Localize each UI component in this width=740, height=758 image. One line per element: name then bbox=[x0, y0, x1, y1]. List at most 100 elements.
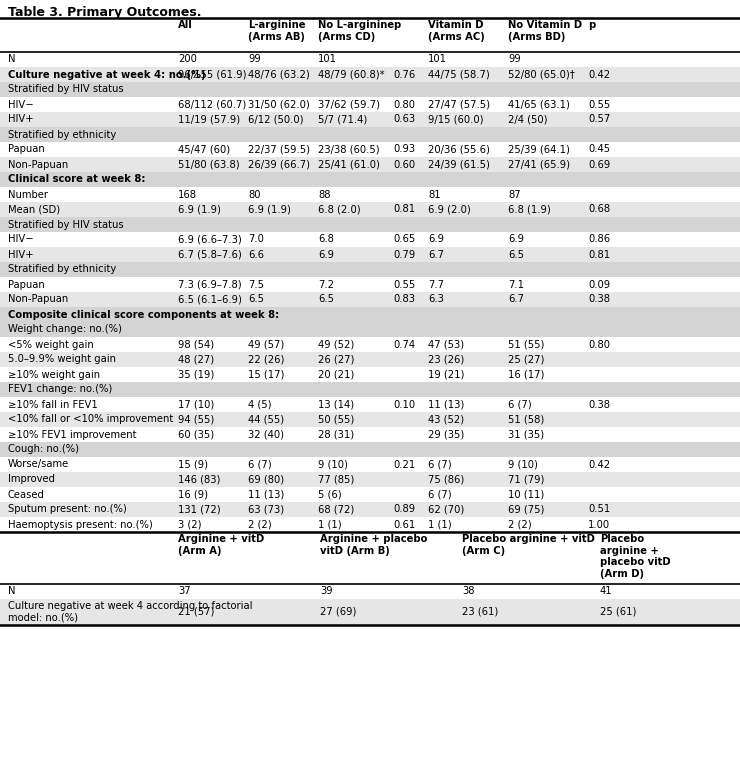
Text: 0.09: 0.09 bbox=[588, 280, 610, 290]
Text: 38: 38 bbox=[462, 587, 474, 597]
Bar bbox=[0, 187, 740, 202]
Text: 0.81: 0.81 bbox=[393, 205, 415, 215]
Bar bbox=[0, 217, 740, 232]
Text: HIV+: HIV+ bbox=[8, 249, 33, 259]
Text: Improved: Improved bbox=[8, 475, 55, 484]
Text: Arginine + placebo
vitD (Arm B): Arginine + placebo vitD (Arm B) bbox=[320, 534, 428, 556]
Text: N: N bbox=[8, 587, 16, 597]
Text: ≥10% fall in FEV1: ≥10% fall in FEV1 bbox=[8, 399, 98, 409]
Text: 6.5 (6.1–6.9): 6.5 (6.1–6.9) bbox=[178, 295, 242, 305]
Text: 6/12 (50.0): 6/12 (50.0) bbox=[248, 114, 303, 124]
Text: 0.80: 0.80 bbox=[393, 99, 415, 109]
Text: 6.9 (1.9): 6.9 (1.9) bbox=[178, 205, 221, 215]
Text: Worse/same: Worse/same bbox=[8, 459, 70, 469]
Text: 0.63: 0.63 bbox=[393, 114, 415, 124]
Text: 6.6: 6.6 bbox=[248, 249, 264, 259]
Text: 81: 81 bbox=[428, 190, 440, 199]
Text: 37/62 (59.7): 37/62 (59.7) bbox=[318, 99, 380, 109]
Text: ≥10% weight gain: ≥10% weight gain bbox=[8, 369, 100, 380]
Bar bbox=[0, 487, 740, 502]
Text: Papuan: Papuan bbox=[8, 145, 44, 155]
Text: 25 (61): 25 (61) bbox=[600, 607, 636, 617]
Text: 31 (35): 31 (35) bbox=[508, 430, 544, 440]
Text: 96/155 (61.9): 96/155 (61.9) bbox=[178, 70, 246, 80]
Bar bbox=[0, 412, 740, 427]
Text: 101: 101 bbox=[318, 55, 337, 64]
Text: 7.1: 7.1 bbox=[508, 280, 524, 290]
Text: 28 (31): 28 (31) bbox=[318, 430, 354, 440]
Bar bbox=[0, 262, 740, 277]
Bar bbox=[0, 52, 740, 67]
Bar bbox=[0, 157, 740, 172]
Text: 99: 99 bbox=[508, 55, 521, 64]
Text: 15 (9): 15 (9) bbox=[178, 459, 208, 469]
Text: 5 (6): 5 (6) bbox=[318, 490, 342, 500]
Text: 20/36 (55.6): 20/36 (55.6) bbox=[428, 145, 490, 155]
Text: 6.9: 6.9 bbox=[318, 249, 334, 259]
Text: 69 (75): 69 (75) bbox=[508, 505, 545, 515]
Text: No Vitamin D
(Arms BD): No Vitamin D (Arms BD) bbox=[508, 20, 582, 42]
Text: HIV−: HIV− bbox=[8, 99, 33, 109]
Text: Stratified by HIV status: Stratified by HIV status bbox=[8, 84, 124, 95]
Text: 16 (9): 16 (9) bbox=[178, 490, 208, 500]
Text: 45/47 (60): 45/47 (60) bbox=[178, 145, 230, 155]
Text: 69 (80): 69 (80) bbox=[248, 475, 284, 484]
Text: 39: 39 bbox=[320, 587, 332, 597]
Text: 26 (27): 26 (27) bbox=[318, 355, 354, 365]
Text: 52/80 (65.0)†: 52/80 (65.0)† bbox=[508, 70, 575, 80]
Text: 13 (14): 13 (14) bbox=[318, 399, 354, 409]
Text: 7.7: 7.7 bbox=[428, 280, 444, 290]
Text: Non-Papuan: Non-Papuan bbox=[8, 159, 68, 170]
Text: 10 (11): 10 (11) bbox=[508, 490, 544, 500]
Text: 168: 168 bbox=[178, 190, 197, 199]
Bar bbox=[0, 307, 740, 322]
Bar bbox=[0, 457, 740, 472]
Text: 2 (2): 2 (2) bbox=[248, 519, 272, 530]
Text: Non-Papuan: Non-Papuan bbox=[8, 295, 68, 305]
Text: 0.45: 0.45 bbox=[588, 145, 610, 155]
Text: 7.3 (6.9–7.8): 7.3 (6.9–7.8) bbox=[178, 280, 242, 290]
Text: Haemoptysis present: no.(%): Haemoptysis present: no.(%) bbox=[8, 519, 152, 530]
Text: 1.00: 1.00 bbox=[588, 519, 610, 530]
Text: Cough: no.(%): Cough: no.(%) bbox=[8, 444, 79, 455]
Text: 22 (26): 22 (26) bbox=[248, 355, 284, 365]
Bar bbox=[0, 142, 740, 157]
Text: 37: 37 bbox=[178, 587, 191, 597]
Text: 48/79 (60.8)*: 48/79 (60.8)* bbox=[318, 70, 385, 80]
Text: Ceased: Ceased bbox=[8, 490, 45, 500]
Text: 6.9: 6.9 bbox=[508, 234, 524, 245]
Text: 41: 41 bbox=[600, 587, 613, 597]
Text: 15 (17): 15 (17) bbox=[248, 369, 284, 380]
Bar bbox=[0, 442, 740, 457]
Text: 24/39 (61.5): 24/39 (61.5) bbox=[428, 159, 490, 170]
Text: 6.9 (1.9): 6.9 (1.9) bbox=[248, 205, 291, 215]
Text: 26/39 (66.7): 26/39 (66.7) bbox=[248, 159, 310, 170]
Text: 0.51: 0.51 bbox=[588, 505, 610, 515]
Text: 41/65 (63.1): 41/65 (63.1) bbox=[508, 99, 570, 109]
Text: 6.9 (2.0): 6.9 (2.0) bbox=[428, 205, 471, 215]
Bar bbox=[0, 202, 740, 217]
Text: 0.10: 0.10 bbox=[393, 399, 415, 409]
Text: 20 (21): 20 (21) bbox=[318, 369, 354, 380]
Text: Sputum present: no.(%): Sputum present: no.(%) bbox=[8, 505, 127, 515]
Bar bbox=[0, 172, 740, 187]
Text: 0.38: 0.38 bbox=[588, 399, 610, 409]
Bar bbox=[0, 232, 740, 247]
Text: 0.55: 0.55 bbox=[393, 280, 415, 290]
Text: Stratified by ethnicity: Stratified by ethnicity bbox=[8, 265, 116, 274]
Text: 71 (79): 71 (79) bbox=[508, 475, 545, 484]
Text: 0.76: 0.76 bbox=[393, 70, 415, 80]
Text: HIV−: HIV− bbox=[8, 234, 33, 245]
Text: Mean (SD): Mean (SD) bbox=[8, 205, 60, 215]
Text: 1 (1): 1 (1) bbox=[318, 519, 342, 530]
Bar bbox=[0, 292, 740, 307]
Text: 27/47 (57.5): 27/47 (57.5) bbox=[428, 99, 490, 109]
Text: 11 (13): 11 (13) bbox=[248, 490, 284, 500]
Text: 9/15 (60.0): 9/15 (60.0) bbox=[428, 114, 483, 124]
Text: p: p bbox=[393, 20, 400, 30]
Text: 44/75 (58.7): 44/75 (58.7) bbox=[428, 70, 490, 80]
Text: 51 (55): 51 (55) bbox=[508, 340, 545, 349]
Bar bbox=[0, 367, 740, 382]
Text: 49 (57): 49 (57) bbox=[248, 340, 284, 349]
Text: 0.55: 0.55 bbox=[588, 99, 610, 109]
